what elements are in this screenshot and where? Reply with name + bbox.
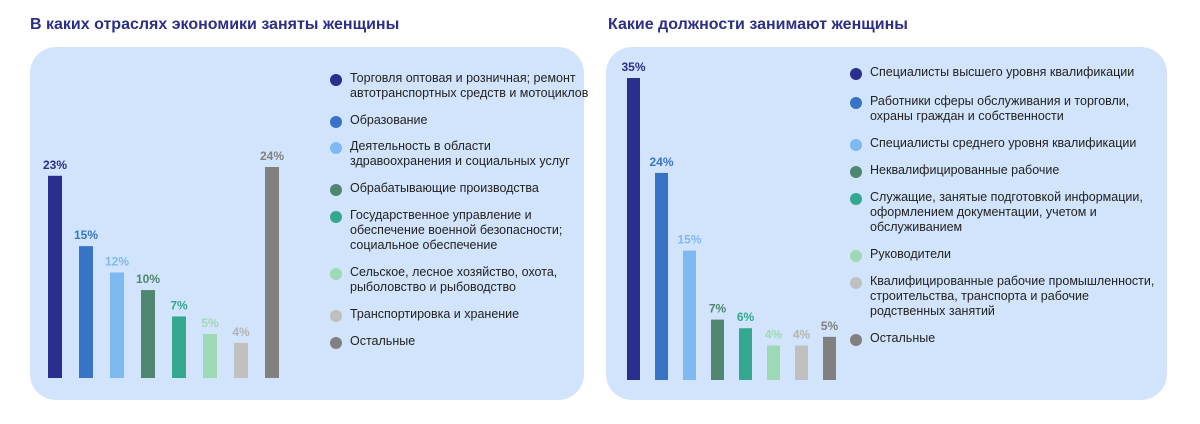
legend-label: Служащие, занятые подготовкой информации… [870,190,1143,234]
industries-bar-1 [48,175,62,378]
positions-legend-item-7: Квалифицированные рабочие промышленности… [850,274,1165,319]
positions-legend-item-2: Работники сферы обслуживания и торговли,… [850,94,1165,124]
positions-legend-item-3: Специалисты среднего уровня квалификации [850,136,1165,151]
industries-bar-chart: 23% 15% 12% 10% 7% 5% 4% 24% [43,149,284,378]
legend-swatch [850,68,862,80]
positions-legend-item-4: Неквалифицированные рабочие [850,163,1165,178]
industries-bar-4 [141,290,155,378]
industries-value-label-5: 7% [170,298,188,312]
industries-value-label-3: 12% [105,255,129,269]
industries-bar-2 [79,246,93,378]
industries-bar-5 [172,316,186,378]
industries-legend: Торговля оптовая и розничная; ремонт авт… [330,71,592,361]
legend-label: Образование [350,113,428,127]
positions-legend-item-1: Специалисты высшего уровня квалификации [850,65,1165,80]
industries-legend-item-5: Государственное управление и обеспечение… [330,208,592,253]
positions-value-label-7: 4% [793,327,811,341]
positions-bar-2 [655,172,668,380]
positions-bar-4 [711,319,724,380]
chart-title-industries: В каких отраслях экономики заняты женщин… [30,16,400,33]
legend-swatch [330,74,342,86]
legend-label: Транспортировка и хранение [350,307,520,321]
legend-label: Специалисты высшего уровня квалификации [870,65,1135,79]
legend-swatch [330,337,342,349]
positions-value-label-1: 35% [621,60,645,74]
industries-value-label-6: 5% [201,316,219,330]
legend-label: Специалисты среднего уровня квалификации [870,136,1137,150]
industries-value-label-4: 10% [136,272,160,286]
positions-value-label-5: 6% [737,310,755,324]
industries-legend-item-4: Обрабатывающие производства [330,181,592,196]
positions-value-label-2: 24% [649,155,673,169]
industries-legend-item-8: Остальные [330,334,592,349]
legend-swatch [330,184,342,196]
legend-swatch [850,97,862,109]
legend-swatch [330,211,342,223]
positions-bar-1 [627,78,640,380]
positions-value-label-4: 7% [709,302,727,316]
legend-swatch [850,334,862,346]
positions-value-label-3: 15% [677,233,701,247]
legend-label: Деятельность в области здравоохранения и… [350,139,570,168]
positions-bar-7 [795,345,808,380]
positions-legend-item-5: Служащие, занятые подготовкой информации… [850,190,1165,235]
legend-label: Остальные [870,331,936,345]
legend-swatch [850,277,862,289]
positions-value-label-6: 4% [765,327,783,341]
positions-bar-chart: 35% 24% 15% 7% 6% 4% 4% 5% [621,60,839,380]
industries-legend-item-3: Деятельность в области здравоохранения и… [330,139,592,169]
industries-legend-item-7: Транспортировка и хранение [330,307,592,322]
positions-chart-panel: 35% 24% 15% 7% 6% 4% 4% 5% Специалисты высшего … [606,47,1167,400]
chart-title-positions: Какие должности занимают женщины [608,16,908,33]
positions-legend-item-8: Остальные [850,331,1165,346]
legend-label: Государственное управление и обеспечение… [350,208,563,252]
legend-swatch [330,142,342,154]
positions-bar-3 [683,250,696,380]
legend-label: Работники сферы обслуживания и торговли,… [870,94,1130,123]
industries-bar-3 [110,272,124,378]
industries-value-label-1: 23% [43,158,67,172]
positions-legend: Специалисты высшего уровня квалификации Р… [850,65,1165,358]
industries-value-label-8: 24% [260,149,284,163]
legend-swatch [330,310,342,322]
legend-swatch [330,268,342,280]
legend-swatch [850,166,862,178]
industries-bar-7 [234,342,248,378]
industries-bar-8 [265,167,279,378]
legend-label: Неквалифицированные рабочие [870,163,1060,177]
legend-label: Торговля оптовая и розничная; ремонт авт… [350,71,589,100]
positions-bar-6 [767,345,780,380]
positions-legend-item-6: Руководители [850,247,1165,262]
industries-bar-6 [203,334,217,378]
legend-label: Остальные [350,334,416,348]
industries-legend-item-1: Торговля оптовая и розничная; ремонт авт… [330,71,592,101]
legend-swatch [850,139,862,151]
industries-legend-item-6: Сельское, лесное хозяйство, охота, рыбол… [330,265,592,295]
legend-swatch [330,116,342,128]
legend-swatch [850,193,862,205]
industries-value-label-2: 15% [74,228,98,242]
legend-label: Обрабатывающие производства [350,181,539,195]
positions-bar-8 [823,336,836,380]
legend-label: Руководители [870,247,951,261]
industries-value-label-7: 4% [232,325,250,339]
legend-swatch [850,250,862,262]
legend-label: Сельское, лесное хозяйство, охота, рыбол… [350,265,558,294]
legend-label: Квалифицированные рабочие промышленности… [870,274,1155,318]
industries-chart-panel: 23% 15% 12% 10% 7% 5% 4% 24% Торговля оптовая и… [30,47,588,400]
industries-legend-item-2: Образование [330,113,592,128]
positions-value-label-8: 5% [821,319,839,333]
positions-bar-5 [739,328,752,380]
